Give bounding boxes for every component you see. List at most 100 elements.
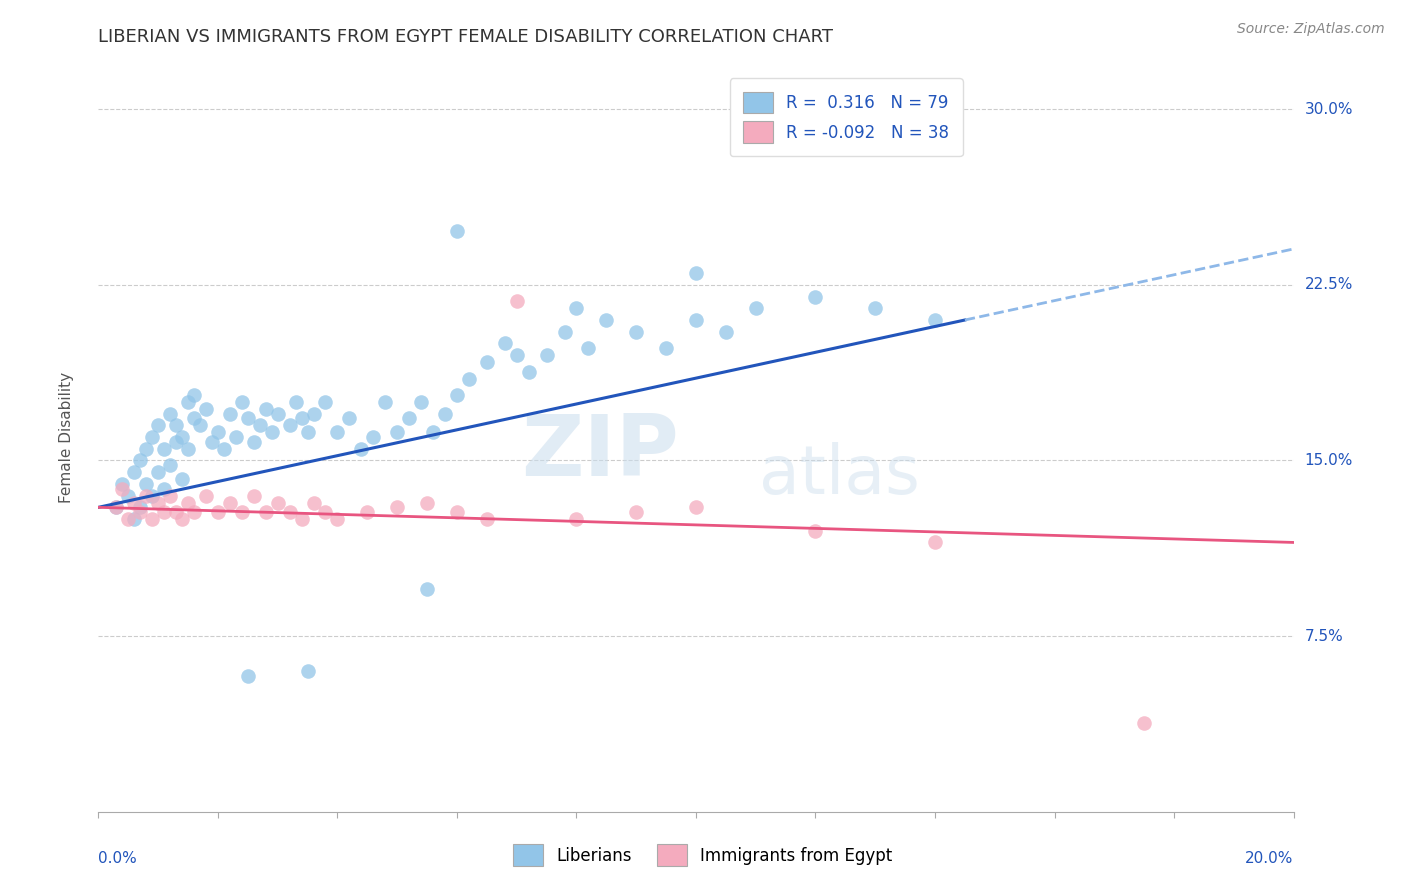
Text: 15.0%: 15.0% bbox=[1305, 453, 1353, 468]
Point bbox=[475, 512, 498, 526]
Point bbox=[865, 301, 887, 316]
Point bbox=[1133, 715, 1156, 730]
Point bbox=[714, 325, 737, 339]
Point bbox=[195, 489, 218, 503]
Point bbox=[924, 313, 946, 327]
Point bbox=[183, 388, 205, 402]
Point bbox=[219, 495, 242, 509]
Point bbox=[517, 364, 540, 378]
Point bbox=[685, 266, 707, 280]
Point bbox=[135, 442, 157, 456]
Point bbox=[129, 505, 152, 519]
Point bbox=[124, 465, 146, 479]
Point bbox=[595, 313, 617, 327]
Point bbox=[434, 407, 457, 421]
Point bbox=[446, 505, 468, 519]
Point bbox=[416, 495, 439, 509]
Text: Source: ZipAtlas.com: Source: ZipAtlas.com bbox=[1237, 22, 1385, 37]
Point bbox=[385, 425, 409, 440]
Point bbox=[236, 411, 259, 425]
Point bbox=[183, 411, 205, 425]
Point bbox=[148, 495, 170, 509]
Point bbox=[267, 495, 290, 509]
Y-axis label: Female Disability: Female Disability bbox=[59, 371, 75, 503]
Point bbox=[141, 430, 163, 444]
Point bbox=[165, 505, 187, 519]
Point bbox=[398, 411, 420, 425]
Point bbox=[260, 425, 283, 440]
Point bbox=[207, 425, 229, 440]
Point bbox=[219, 407, 242, 421]
Point bbox=[494, 336, 516, 351]
Point bbox=[195, 401, 218, 416]
Point bbox=[249, 418, 271, 433]
Point bbox=[446, 388, 468, 402]
Point bbox=[117, 489, 139, 503]
Point bbox=[326, 425, 349, 440]
Text: 0.0%: 0.0% bbox=[98, 851, 138, 865]
Text: 22.5%: 22.5% bbox=[1305, 277, 1353, 293]
Point bbox=[685, 500, 707, 515]
Point bbox=[212, 442, 235, 456]
Point bbox=[243, 489, 266, 503]
Point bbox=[177, 495, 200, 509]
Point bbox=[225, 430, 247, 444]
Point bbox=[201, 434, 224, 449]
Point bbox=[536, 348, 558, 362]
Point bbox=[165, 418, 187, 433]
Point bbox=[302, 495, 325, 509]
Point bbox=[183, 505, 205, 519]
Point bbox=[804, 524, 827, 538]
Point bbox=[153, 482, 176, 496]
Point bbox=[159, 458, 181, 473]
Point bbox=[124, 512, 146, 526]
Point bbox=[124, 495, 146, 509]
Point bbox=[804, 289, 827, 303]
Point bbox=[172, 472, 194, 486]
Point bbox=[350, 442, 373, 456]
Point bbox=[291, 411, 314, 425]
Point bbox=[302, 407, 325, 421]
Point bbox=[315, 505, 337, 519]
Point bbox=[506, 348, 529, 362]
Point bbox=[278, 505, 301, 519]
Point bbox=[297, 425, 319, 440]
Point bbox=[135, 476, 157, 491]
Point bbox=[117, 512, 139, 526]
Point bbox=[111, 482, 134, 496]
Point bbox=[159, 489, 181, 503]
Point bbox=[153, 505, 176, 519]
Point bbox=[411, 395, 433, 409]
Point bbox=[148, 465, 170, 479]
Point bbox=[153, 442, 176, 456]
Point bbox=[475, 355, 498, 369]
Point bbox=[578, 341, 600, 355]
Point bbox=[188, 418, 211, 433]
Legend: R =  0.316   N = 79, R = -0.092   N = 38: R = 0.316 N = 79, R = -0.092 N = 38 bbox=[730, 78, 963, 156]
Point bbox=[236, 669, 259, 683]
Point bbox=[111, 476, 134, 491]
Point bbox=[422, 425, 444, 440]
Point bbox=[565, 512, 588, 526]
Point bbox=[129, 453, 152, 467]
Point bbox=[339, 411, 361, 425]
Point bbox=[655, 341, 678, 355]
Point bbox=[446, 224, 468, 238]
Point bbox=[363, 430, 385, 444]
Point bbox=[105, 500, 128, 515]
Text: 30.0%: 30.0% bbox=[1305, 102, 1353, 117]
Point bbox=[626, 325, 648, 339]
Point bbox=[416, 582, 439, 597]
Point bbox=[135, 489, 157, 503]
Point bbox=[231, 505, 253, 519]
Point bbox=[685, 313, 707, 327]
Point bbox=[297, 664, 319, 679]
Point bbox=[148, 418, 170, 433]
Point bbox=[315, 395, 337, 409]
Legend: Liberians, Immigrants from Egypt: Liberians, Immigrants from Egypt bbox=[501, 831, 905, 880]
Point bbox=[506, 294, 529, 309]
Point bbox=[141, 489, 163, 503]
Point bbox=[626, 505, 648, 519]
Text: atlas: atlas bbox=[759, 442, 920, 508]
Point bbox=[458, 371, 481, 385]
